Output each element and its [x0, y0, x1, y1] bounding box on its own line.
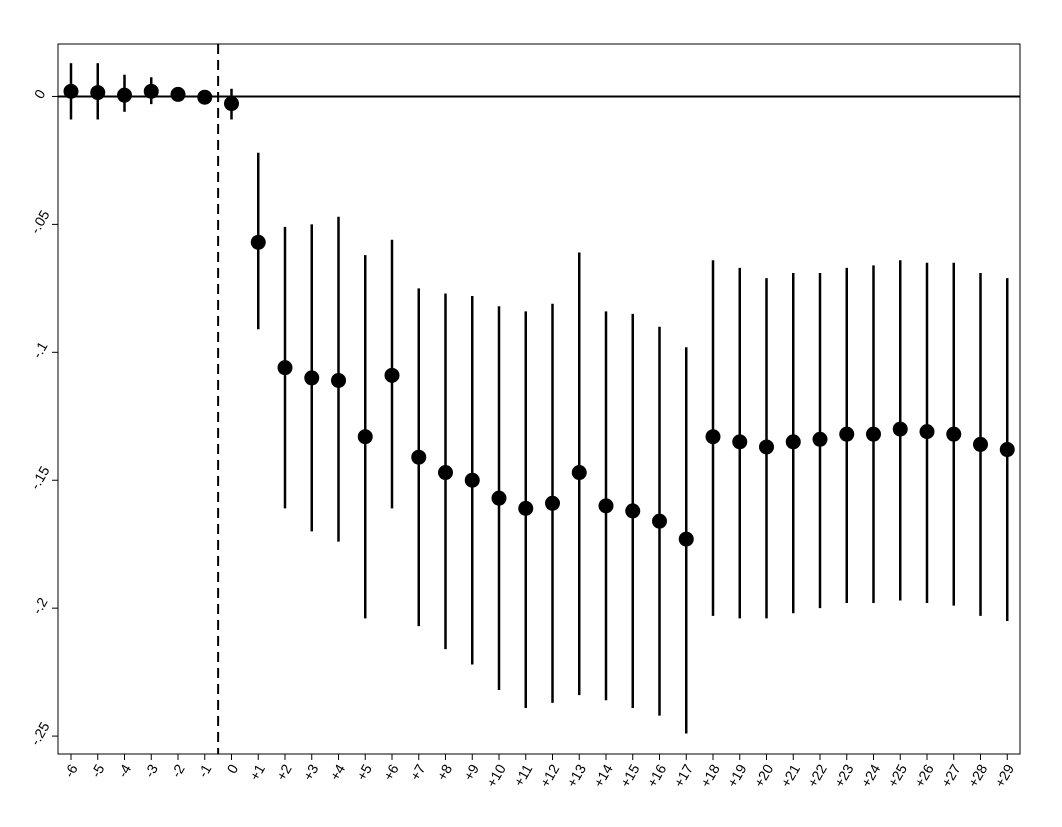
estimate-point: [545, 495, 560, 511]
x-tick-label: +27: [938, 761, 964, 790]
x-tick-label: +22: [804, 761, 830, 790]
x-tick-label: +25: [884, 761, 910, 790]
estimate-point: [143, 83, 159, 99]
estimate-point: [224, 96, 239, 112]
x-tick-label: +11: [510, 761, 535, 789]
estimate-point: [518, 500, 534, 516]
x-tick-label: +4: [326, 761, 348, 783]
estimate-point: [598, 498, 614, 514]
estimate-point: [357, 429, 373, 445]
estimate-point: [892, 421, 908, 437]
x-tick-label: +19: [724, 761, 750, 790]
x-tick-label: +26: [911, 761, 937, 790]
x-tick-label: +23: [831, 761, 857, 790]
estimate-point: [759, 439, 774, 455]
x-tick-label: +12: [537, 761, 563, 790]
x-tick-label: +5: [353, 761, 375, 783]
estimate-point: [304, 370, 320, 386]
x-tick-label: -4: [114, 761, 134, 780]
estimate-point: [839, 426, 855, 442]
estimate-point: [732, 434, 748, 450]
x-tick-label: -5: [87, 761, 107, 780]
estimate-point: [464, 472, 480, 488]
estimate-point: [331, 372, 346, 388]
estimate-point: [411, 449, 427, 465]
y-tick-label: 0: [31, 86, 49, 101]
x-tick-label: +20: [751, 761, 777, 790]
estimate-point: [812, 431, 828, 447]
x-tick-label: +18: [697, 761, 723, 790]
estimate-point: [571, 465, 587, 481]
estimate-point: [170, 86, 186, 102]
plot-frame: [57, 43, 1021, 755]
y-tick-label: -.05: [27, 207, 53, 236]
x-tick-label: -2: [168, 761, 188, 780]
estimate-point: [678, 531, 694, 547]
x-tick-label: +6: [380, 761, 402, 783]
x-tick-label: +7: [407, 761, 429, 783]
estimate-point: [652, 513, 667, 529]
estimate-point: [491, 490, 507, 506]
estimate-point: [866, 426, 881, 442]
x-tick-label: +8: [433, 761, 455, 783]
estimate-point: [785, 434, 801, 450]
x-tick-label: +2: [273, 761, 295, 783]
x-tick-label: +24: [858, 761, 884, 790]
x-tick-label: +15: [617, 761, 643, 790]
x-tick-label: +21: [777, 761, 803, 790]
estimate-point: [277, 360, 293, 376]
x-tick-label: -3: [141, 761, 161, 780]
estimate-point: [973, 436, 988, 452]
x-tick-label: -1: [194, 761, 214, 780]
x-tick-label: 0: [224, 761, 242, 776]
estimate-point: [90, 85, 106, 101]
estimate-point: [999, 442, 1015, 458]
y-tick-label: -.2: [29, 594, 51, 616]
x-tick-label: +3: [300, 761, 322, 783]
x-tick-label: +16: [644, 761, 670, 790]
estimate-point: [438, 465, 453, 481]
x-tick-label: +17: [670, 761, 696, 790]
estimate-point: [946, 426, 962, 442]
x-tick-label: +14: [590, 761, 616, 790]
x-tick-label: +28: [965, 761, 991, 790]
estimate-point: [117, 87, 132, 103]
x-tick-label: +13: [563, 761, 589, 790]
estimate-point: [63, 83, 79, 99]
x-tick-label: +10: [483, 761, 509, 790]
x-tick-label: +29: [991, 761, 1017, 790]
y-tick-label: -.15: [27, 463, 53, 492]
estimate-point: [197, 89, 213, 105]
y-tick-label: -.1: [29, 339, 51, 361]
estimate-point: [384, 367, 400, 383]
estimate-point: [625, 503, 641, 519]
y-tick-label: -.25: [27, 719, 53, 748]
x-tick-label: +1: [246, 761, 268, 783]
estimate-point: [919, 424, 935, 440]
estimate-point: [705, 429, 721, 445]
estimate-point: [250, 234, 266, 250]
x-tick-label: -6: [61, 761, 81, 780]
x-tick-label: +9: [460, 761, 482, 783]
